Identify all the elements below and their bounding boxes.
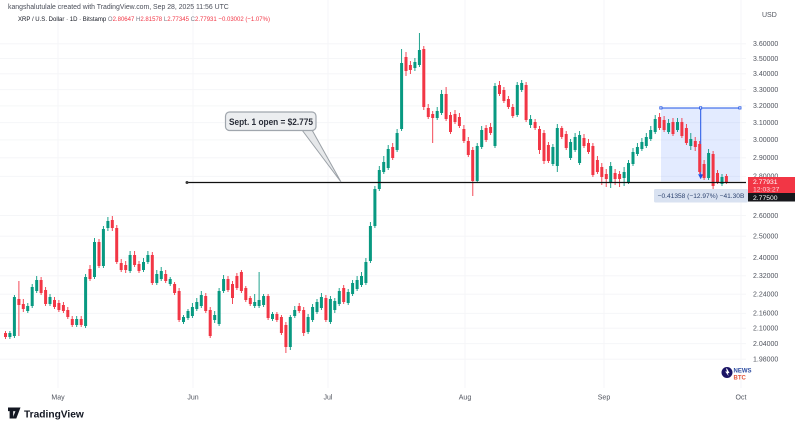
svg-text:3.60000: 3.60000 bbox=[753, 41, 778, 48]
svg-text:Jul: Jul bbox=[324, 395, 333, 402]
svg-text:3.40000: 3.40000 bbox=[753, 71, 778, 78]
svg-text:3.00000: 3.00000 bbox=[753, 137, 778, 144]
svg-text:12:03:27: 12:03:27 bbox=[753, 187, 780, 194]
svg-text:Jun: Jun bbox=[187, 395, 198, 402]
svg-text:2.90000: 2.90000 bbox=[753, 155, 778, 162]
svg-text:2.77500: 2.77500 bbox=[753, 195, 778, 202]
svg-text:−0.41358 (−12.97%) −41.30B: −0.41358 (−12.97%) −41.30B bbox=[658, 193, 745, 200]
svg-text:2.40000: 2.40000 bbox=[753, 255, 778, 262]
svg-text:BTC: BTC bbox=[734, 376, 747, 382]
svg-text:2.04000: 2.04000 bbox=[753, 341, 778, 348]
svg-text:3.30000: 3.30000 bbox=[753, 87, 778, 94]
svg-text:2.77931: 2.77931 bbox=[753, 179, 778, 186]
svg-text:TradingView: TradingView bbox=[24, 409, 84, 420]
svg-text:Sep: Sep bbox=[598, 395, 611, 402]
svg-text:3.20000: 3.20000 bbox=[753, 103, 778, 110]
svg-text:May: May bbox=[51, 395, 65, 402]
svg-text:XRP / U.S. Dollar · 1D · Bitst: XRP / U.S. Dollar · 1D · Bitstamp O2.806… bbox=[18, 16, 270, 23]
svg-text:Sept. 1 open = $2.775: Sept. 1 open = $2.775 bbox=[229, 116, 313, 127]
svg-text:kangshalutulale created with T: kangshalutulale created with TradingView… bbox=[8, 4, 229, 11]
svg-text:NEWS: NEWS bbox=[734, 369, 752, 375]
svg-text:2.60000: 2.60000 bbox=[753, 213, 778, 220]
svg-text:1.98000: 1.98000 bbox=[753, 357, 778, 364]
svg-text:3.10000: 3.10000 bbox=[753, 120, 778, 127]
svg-text:USD: USD bbox=[762, 12, 777, 19]
svg-text:2.24000: 2.24000 bbox=[753, 292, 778, 299]
svg-text:2.32000: 2.32000 bbox=[753, 273, 778, 280]
svg-text:3.50000: 3.50000 bbox=[753, 56, 778, 63]
svg-text:2.50000: 2.50000 bbox=[753, 234, 778, 241]
svg-text:2.10000: 2.10000 bbox=[753, 326, 778, 333]
svg-text:Oct: Oct bbox=[736, 395, 747, 402]
svg-text:2.16000: 2.16000 bbox=[753, 311, 778, 318]
svg-text:Aug: Aug bbox=[459, 395, 472, 402]
